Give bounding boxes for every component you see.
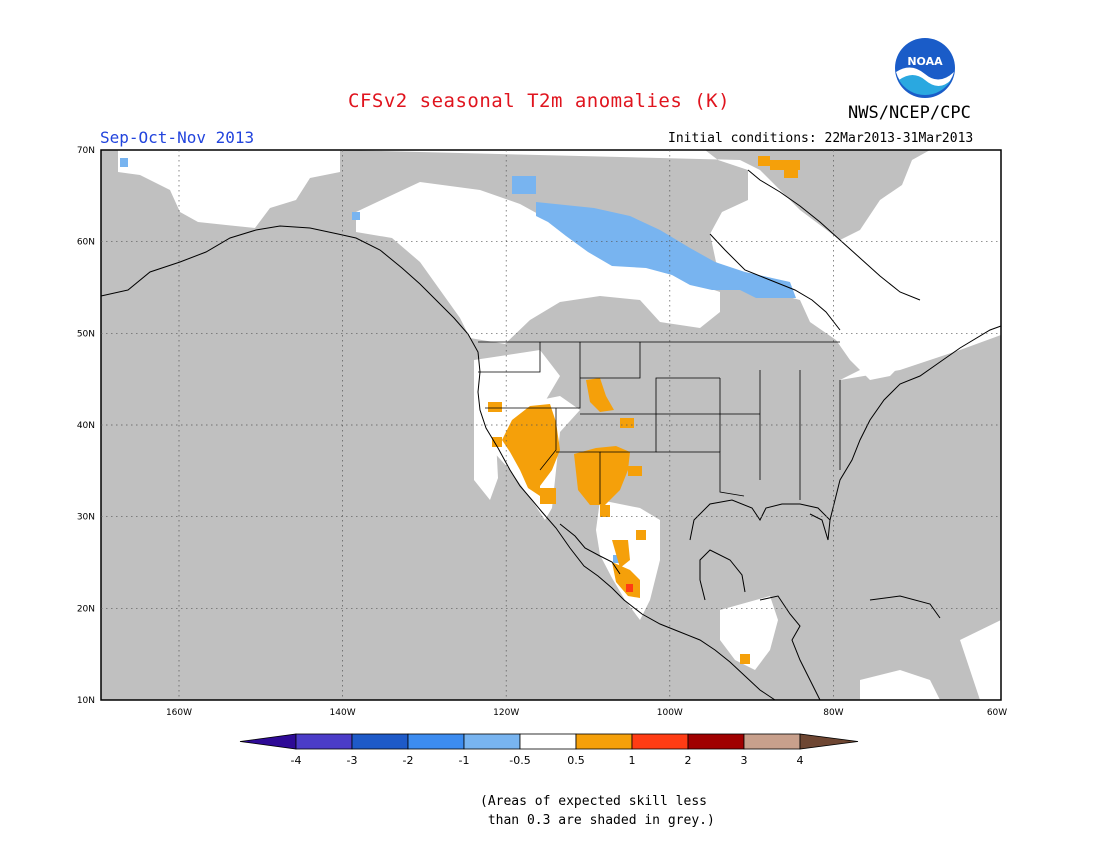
- colorbar-label: -1: [459, 754, 470, 767]
- colorbar-label: -0.5: [509, 754, 530, 767]
- colorbar-label: 2: [685, 754, 692, 767]
- longitude-labels: 160W 140W 120W 100W 80W 60W: [166, 708, 1007, 718]
- colorbar-arrow-low: [239, 733, 297, 750]
- footnote-line-1: (Areas of expected skill less: [480, 794, 707, 809]
- colorbar-box: [407, 733, 465, 750]
- skill-footnote: (Areas of expected skill less than 0.3 a…: [480, 792, 715, 830]
- agency-label: NWS/NCEP/CPC: [848, 103, 971, 123]
- colorbar-box: [687, 733, 745, 750]
- lon-label: 60W: [987, 708, 1007, 718]
- colorbar-box: [463, 733, 521, 750]
- footnote-line-2: than 0.3 are shaded in grey.): [480, 813, 715, 828]
- noaa-logo: NOAA: [895, 38, 955, 98]
- lat-label: 10N: [77, 696, 95, 706]
- initial-conditions-label: Initial conditions: 22Mar2013-31Mar2013: [668, 131, 974, 146]
- lat-label: 30N: [77, 513, 95, 523]
- colorbar-label: 0.5: [567, 754, 585, 767]
- colorbar-box: [519, 733, 577, 750]
- lon-label: 100W: [657, 708, 683, 718]
- graticule: [101, 150, 1001, 700]
- colorbar-boxes: [239, 733, 859, 750]
- lon-label: 140W: [330, 708, 356, 718]
- map-title: CFSv2 seasonal T2m anomalies (K): [348, 90, 731, 112]
- colorbar-labels: -4 -3 -2 -1 -0.5 0.5 1 2 3 4: [291, 754, 804, 767]
- warm-anomaly-regions: [488, 156, 800, 664]
- colorbar-box: [631, 733, 689, 750]
- coastlines: [100, 169, 1002, 701]
- strong-warm-pixel: [626, 584, 633, 592]
- colorbar-label: 1: [629, 754, 636, 767]
- latitude-labels: 70N 60N 50N 40N 30N 20N 10N: [77, 146, 95, 706]
- colorbar-label: -4: [291, 754, 302, 767]
- colorbar-arrow-high: [799, 733, 859, 750]
- noaa-logo-text: NOAA: [907, 55, 943, 68]
- colorbar-box: [743, 733, 801, 750]
- season-label: Sep-Oct-Nov 2013: [100, 128, 255, 147]
- lat-label: 20N: [77, 604, 95, 614]
- lat-label: 60N: [77, 238, 95, 248]
- colorbar-box: [575, 733, 633, 750]
- colorbar-label: -2: [403, 754, 414, 767]
- lat-label: 40N: [77, 421, 95, 431]
- colorbar-label: -3: [347, 754, 358, 767]
- colorbar-box: [295, 733, 353, 750]
- lon-label: 120W: [493, 708, 519, 718]
- lat-label: 50N: [77, 329, 95, 339]
- colorbar-label: 4: [797, 754, 804, 767]
- colorbar-box: [351, 733, 409, 750]
- cold-anomaly-regions: [120, 158, 796, 563]
- lon-label: 80W: [823, 708, 843, 718]
- us-state-borders: [478, 341, 841, 504]
- lon-label: 160W: [166, 708, 192, 718]
- lat-label: 70N: [77, 146, 95, 156]
- colorbar-label: 3: [741, 754, 748, 767]
